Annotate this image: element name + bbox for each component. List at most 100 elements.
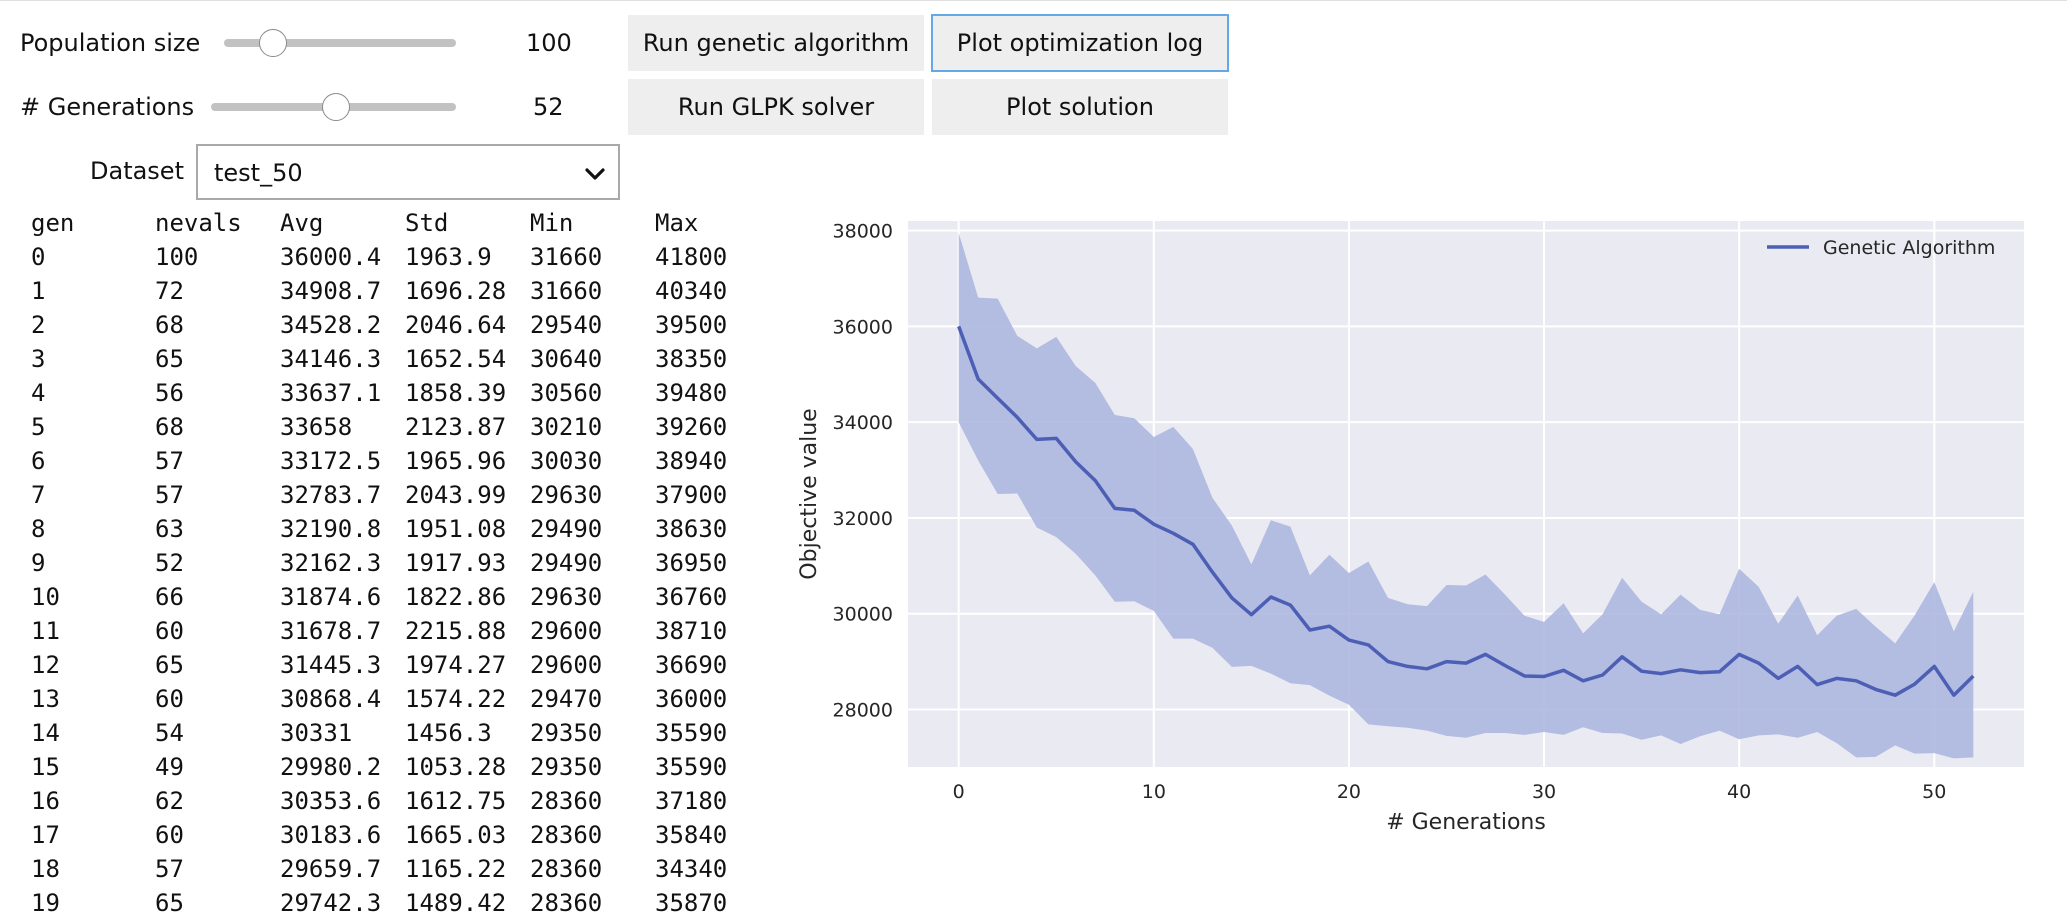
log-column-header: Avg [280,209,324,237]
log-cell: 3 [31,345,46,373]
log-row: 17 60 30183.6 1665.03 28360 35840 [31,818,755,852]
log-cell: 31445.3 [280,651,382,679]
log-cell: 31678.7 [280,617,382,645]
population-size-slider[interactable] [224,28,456,58]
log-cell: 30868.4 [280,685,382,713]
log-cell: 10 [31,583,60,611]
log-column-header: nevals [155,209,242,237]
log-row: 11 60 31678.7 2215.88 29600 38710 [31,614,755,648]
log-cell: 29470 [530,685,603,713]
log-cell: 33172.5 [280,447,382,475]
log-cell: 56 [155,379,184,407]
x-tick-label: 10 [1142,781,1166,803]
log-cell: 29600 [530,617,603,645]
log-cell: 30210 [530,413,603,441]
generations-slider-handle[interactable] [321,93,350,121]
log-row: 5 68 33658 2123.87 30210 39260 [31,410,755,444]
dataset-label: Dataset [90,157,184,185]
log-cell: 2215.88 [405,617,507,645]
run-glpk-solver-button[interactable]: Run GLPK solver [628,79,924,135]
generations-slider[interactable] [211,92,456,122]
series-line-genetic-algorithm [957,325,1975,697]
log-cell: 29742.3 [280,889,382,917]
dataset-select[interactable]: test_50 [196,144,620,200]
log-cell: 16 [31,787,60,815]
log-cell: 30560 [530,379,603,407]
x-tick-label: 50 [1922,781,1946,803]
log-cell: 1974.27 [405,651,507,679]
log-cell: 29600 [530,651,603,679]
log-cell: 28360 [530,821,603,849]
log-cell: 32190.8 [280,515,382,543]
log-cell: 36690 [655,651,728,679]
log-cell: 32162.3 [280,549,382,577]
log-cell: 63 [155,515,184,543]
log-column-header: Std [405,209,449,237]
log-cell: 36000.4 [280,243,382,271]
run-genetic-algorithm-button[interactable]: Run genetic algorithm [628,15,924,71]
optimization-chart: 0 10 20 30 40 50 28000 30000 32000 34000 36000 3800… [797,221,2024,835]
log-cell: 11 [31,617,60,645]
optimization-log-output: gen nevals Avg Std Min Max 0 100 36000.4 1963.9 31… [31,206,755,920]
log-cell: 18 [31,855,60,883]
x-tick-label: 20 [1337,781,1361,803]
log-cell: 62 [155,787,184,815]
min-max-band [958,233,1974,759]
log-cell: 35590 [655,719,728,747]
log-cell: 9 [31,549,46,577]
log-cell: 34528.2 [280,311,382,339]
log-cell: 29630 [530,583,603,611]
log-cell: 30030 [530,447,603,475]
log-cell: 33658 [280,413,353,441]
log-row: 18 57 29659.7 1165.22 28360 34340 [31,852,755,886]
log-cell: 32783.7 [280,481,382,509]
log-column-header: gen [31,209,75,237]
plot-optimization-log-button[interactable]: Plot optimization log [931,14,1229,72]
log-cell: 1665.03 [405,821,507,849]
log-cell: 1165.22 [405,855,507,883]
log-row: 12 65 31445.3 1974.27 29600 36690 [31,648,755,682]
log-cell: 2 [31,311,46,339]
log-cell: 1858.39 [405,379,507,407]
log-cell: 60 [155,821,184,849]
log-cell: 30640 [530,345,603,373]
log-cell: 29350 [530,719,603,747]
log-cell: 34340 [655,855,728,883]
log-cell: 1822.86 [405,583,507,611]
log-cell: 29490 [530,515,603,543]
log-cell: 54 [155,719,184,747]
log-cell: 1053.28 [405,753,507,781]
log-column-header: Min [530,209,574,237]
x-axis-label: # Generations [1386,810,1546,835]
log-cell: 57 [155,481,184,509]
log-cell: 38350 [655,345,728,373]
log-cell: 30183.6 [280,821,382,849]
y-tick-label: 36000 [833,316,893,338]
log-column-header: Max [655,209,699,237]
dataset-selected-value: test_50 [214,159,303,187]
log-header-row: gen nevals Avg Std Min Max [31,206,755,240]
log-cell: 57 [155,447,184,475]
log-cell: 29490 [530,549,603,577]
log-cell: 1612.75 [405,787,507,815]
population-slider-track[interactable] [224,39,456,47]
log-cell: 14 [31,719,60,747]
y-tick-label: 38000 [833,221,893,243]
log-cell: 2046.64 [405,311,507,339]
log-cell: 1951.08 [405,515,507,543]
log-cell: 1574.22 [405,685,507,713]
log-cell: 1456.3 [405,719,492,747]
log-cell: 1917.93 [405,549,507,577]
log-cell: 68 [155,311,184,339]
log-row: 9 52 32162.3 1917.93 29490 36950 [31,546,755,580]
log-cell: 30353.6 [280,787,382,815]
plot-solution-button[interactable]: Plot solution [932,79,1228,135]
legend-label: Genetic Algorithm [1823,237,1995,259]
generations-value: 52 [533,93,564,121]
y-tick-label: 28000 [833,700,893,722]
population-slider-handle[interactable] [258,29,287,57]
log-cell: 7 [31,481,46,509]
top-divider [0,0,2067,1]
log-cell: 68 [155,413,184,441]
log-cell: 19 [31,889,60,917]
